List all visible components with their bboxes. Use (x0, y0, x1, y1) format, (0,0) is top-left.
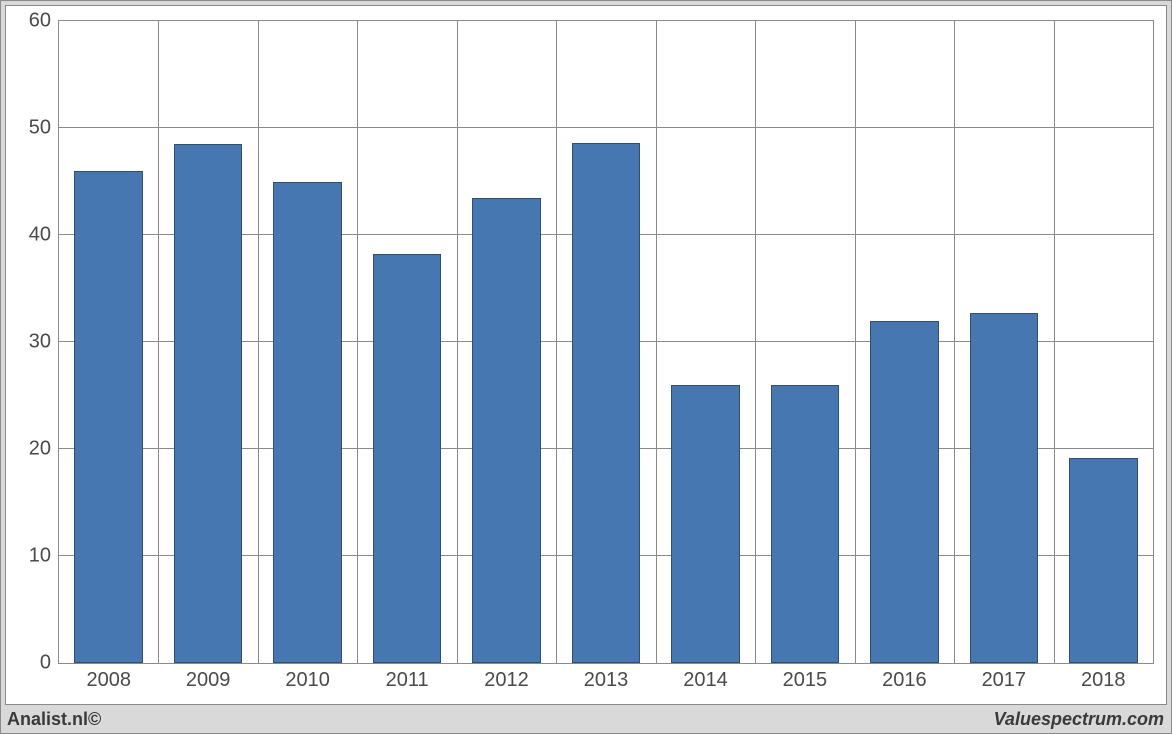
bar (74, 171, 143, 663)
ytick-label: 10 (29, 545, 51, 568)
gridline-vertical (855, 21, 856, 663)
gridline-vertical (357, 21, 358, 663)
chart-outer-frame: 0 10 20 30 40 50 60 2008 2009 2010 2011 2012 2013 201… (0, 0, 1172, 734)
xtick-label: 2011 (386, 669, 429, 692)
gridline-vertical (656, 21, 657, 663)
bar (373, 254, 442, 663)
xtick-label: 2009 (186, 669, 231, 692)
ytick-label: 20 (29, 438, 51, 461)
bar (572, 143, 641, 663)
bar (870, 321, 939, 663)
gridline-vertical (755, 21, 756, 663)
gridline-vertical (457, 21, 458, 663)
gridline-vertical (158, 21, 159, 663)
bar (970, 313, 1039, 663)
ytick-label: 0 (40, 652, 51, 675)
bar (472, 198, 541, 663)
bar (273, 182, 342, 664)
ytick-label: 30 (29, 331, 51, 354)
bar (671, 385, 740, 663)
xtick-label: 2008 (86, 669, 131, 692)
xtick-label: 2010 (285, 669, 330, 692)
bar (1069, 458, 1138, 663)
gridline-horizontal (59, 127, 1153, 128)
credit-left: Analist.nl© (7, 709, 101, 730)
credit-right: Valuespectrum.com (994, 709, 1164, 730)
xtick-label: 2018 (1081, 669, 1126, 692)
xtick-label: 2016 (882, 669, 927, 692)
xtick-label: 2015 (783, 669, 828, 692)
gridline-vertical (556, 21, 557, 663)
xtick-label: 2013 (584, 669, 629, 692)
bar (174, 144, 243, 663)
gridline-vertical (1054, 21, 1055, 663)
bar (771, 385, 840, 663)
xtick-label: 2017 (982, 669, 1027, 692)
ytick-label: 60 (29, 10, 51, 33)
gridline-vertical (258, 21, 259, 663)
xtick-label: 2014 (683, 669, 728, 692)
xtick-label: 2012 (484, 669, 529, 692)
gridline-vertical (954, 21, 955, 663)
chart-inner-frame: 0 10 20 30 40 50 60 2008 2009 2010 2011 2012 2013 201… (5, 5, 1167, 705)
ytick-label: 40 (29, 224, 51, 247)
plot-area: 0102030405060200820092010201120122013201… (58, 20, 1154, 664)
ytick-label: 50 (29, 117, 51, 140)
